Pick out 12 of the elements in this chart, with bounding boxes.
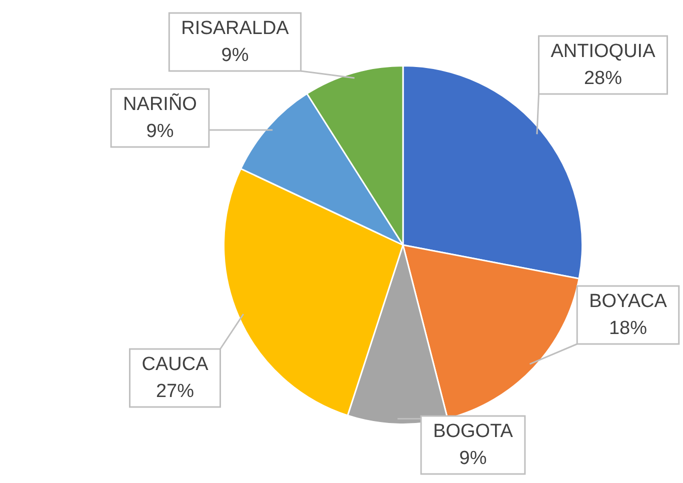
data-label: 18% [608,318,648,340]
slice-label: CAUCA [142,354,209,376]
slice-label: BOYACA [589,291,668,312]
data-label: 9% [459,448,487,470]
data-label: 9% [146,121,174,142]
slice-label: RISARALDA [181,18,290,40]
data-label: 28% [584,68,622,90]
data-label: 9% [221,45,249,66]
slice-label: BOGOTA [433,421,514,442]
data-label: 27% [156,381,194,402]
slice-label: NARIÑO [123,93,197,116]
slice-label: ANTIOQUIA [550,41,656,62]
